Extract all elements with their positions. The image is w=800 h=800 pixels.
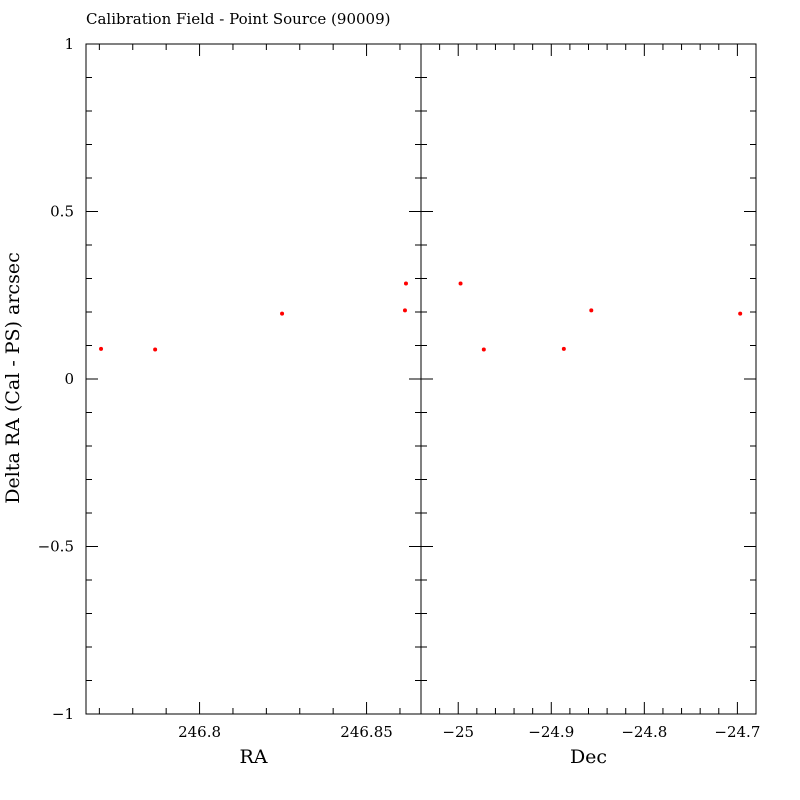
data-point — [481, 347, 486, 352]
data-point — [589, 308, 594, 313]
data-point — [402, 308, 407, 313]
y-tick-label: 1 — [64, 35, 74, 53]
data-point — [99, 346, 104, 351]
data-point — [458, 281, 463, 286]
x-tick-label: −24.7 — [714, 723, 760, 741]
x-tick-label: 246.85 — [340, 723, 393, 741]
x-tick-label: −25 — [442, 723, 474, 741]
data-point — [561, 346, 566, 351]
data-point — [280, 311, 285, 316]
plot-frame — [420, 43, 757, 715]
panel-dec: −25 −24.9 −24.8 −24.7 Dec — [420, 43, 760, 768]
x-tick-label: 246.8 — [178, 723, 221, 741]
x-tick-label: −24.8 — [621, 723, 667, 741]
y-tick-label: 0 — [64, 370, 74, 388]
y-tick-label: 0.5 — [50, 203, 74, 221]
panel-ra: 1 0.5 0 −0.5 −1 246.8 246.85 RA — [38, 35, 422, 768]
data-point — [403, 281, 408, 286]
x-tick-label: −24.9 — [528, 723, 574, 741]
data-point — [738, 311, 743, 316]
data-point — [153, 347, 158, 352]
chart-title: Calibration Field - Point Source (90009) — [86, 10, 390, 28]
x-axis-label: RA — [239, 746, 267, 768]
y-tick-label: −0.5 — [38, 538, 74, 556]
plot-frame — [85, 43, 422, 715]
x-axis-label: Dec — [570, 746, 607, 768]
y-axis-label: Delta RA (Cal - PS) arcsec — [2, 252, 24, 503]
y-tick-label: −1 — [52, 705, 74, 723]
